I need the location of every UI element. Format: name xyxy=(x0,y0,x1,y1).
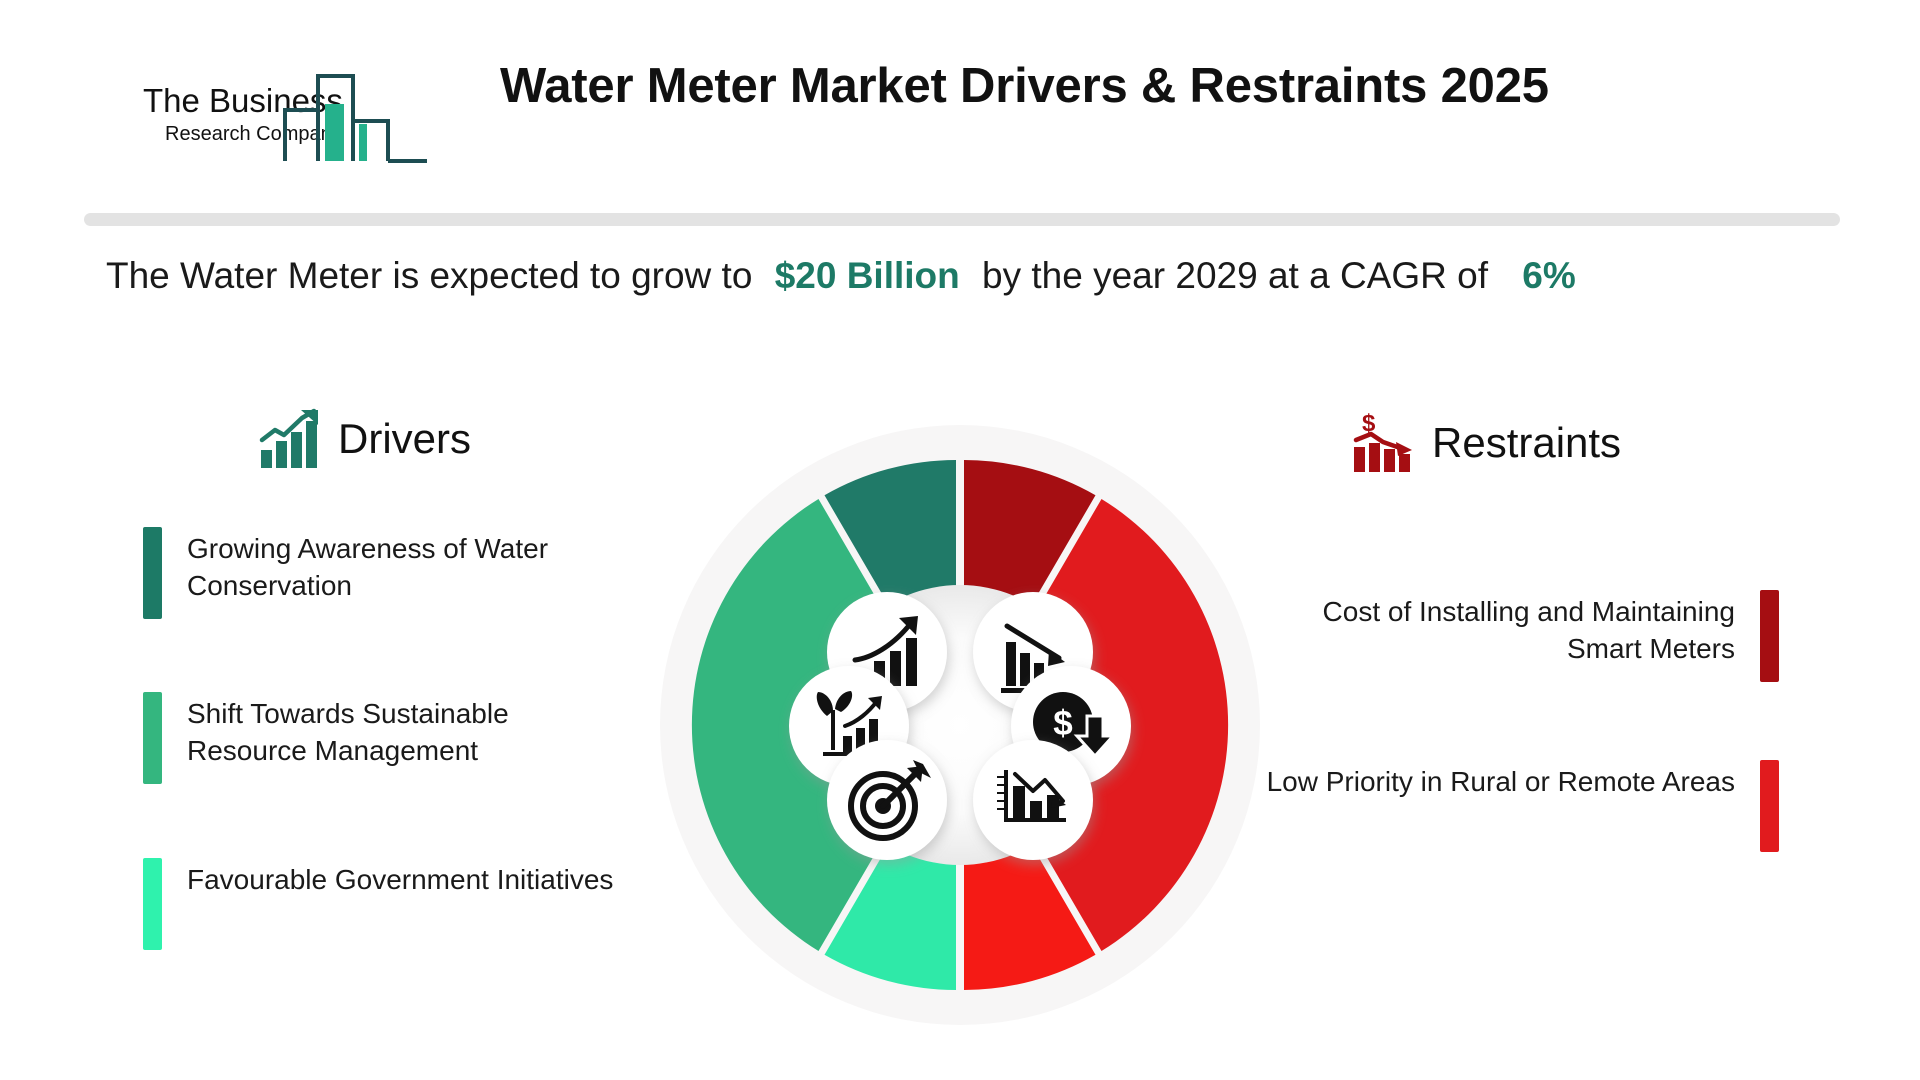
market-value: $20 Billion xyxy=(774,255,960,296)
driver-item: Growing Awareness of Water Conservation xyxy=(143,527,617,619)
driver-accent-bar xyxy=(143,858,162,950)
subtitle: The Water Meter is expected to grow to $… xyxy=(106,255,1576,297)
page-title: Water Meter Market Drivers & Restraints … xyxy=(500,59,1549,113)
restraint-segment-bottom xyxy=(964,844,1096,990)
restraint-accent-bar xyxy=(1760,760,1779,852)
driver-label: Growing Awareness of Water Conservation xyxy=(187,533,549,601)
dollar-down-arrow-icon: $ xyxy=(1033,692,1117,759)
badge-declining-line-chart xyxy=(973,740,1093,860)
target-arrow-icon xyxy=(848,760,931,841)
restraint-item: Low Priority in Rural or Remote Areas xyxy=(1255,760,1779,852)
subtitle-part1: The Water Meter is expected to grow to xyxy=(106,255,753,296)
drivers-heading: Drivers xyxy=(258,408,471,470)
growth-chart-icon xyxy=(258,408,324,470)
header-divider xyxy=(84,213,1840,226)
driver-segment-top xyxy=(824,460,956,606)
cagr-value: 6% xyxy=(1522,255,1576,296)
driver-accent-bar xyxy=(143,692,162,784)
drivers-heading-label: Drivers xyxy=(338,415,471,462)
driver-label: Shift Towards Sustainable Resource Manag… xyxy=(187,698,509,766)
restraints-heading-label: Restraints xyxy=(1432,419,1622,466)
subtitle-part2: by the year 2029 at a CAGR of xyxy=(982,255,1488,296)
company-logo: The Business Research Company xyxy=(135,58,465,166)
header: The Business Research Company Water Mete… xyxy=(0,0,1920,226)
driver-segment-middle xyxy=(691,499,883,951)
restraint-accent-bar xyxy=(1760,590,1779,682)
driver-item: Favourable Government Initiatives xyxy=(143,858,617,950)
svg-text:The Business: The Business xyxy=(143,82,343,119)
restraint-label: Low Priority in Rural or Remote Areas xyxy=(1266,766,1735,797)
driver-segment-bottom xyxy=(824,844,956,990)
svg-text:Research Company: Research Company xyxy=(165,123,342,145)
driver-item: Shift Towards Sustainable Resource Manag… xyxy=(143,692,617,784)
restraint-segment-middle xyxy=(1037,499,1229,951)
restraint-label: Cost of Installing and Maintaining Smart… xyxy=(1322,596,1735,664)
restraint-item: Cost of Installing and Maintaining Smart… xyxy=(1255,590,1779,682)
driver-accent-bar xyxy=(143,527,162,619)
svg-text:$: $ xyxy=(1053,704,1072,743)
declining-line-chart-icon xyxy=(997,770,1066,822)
declining-chart-dollar-icon: $ xyxy=(1352,412,1418,474)
restraint-segment-top xyxy=(964,460,1096,606)
restraints-heading: $ Restraints xyxy=(1352,412,1621,474)
driver-label: Favourable Government Initiatives xyxy=(187,864,614,895)
drivers-restraints-wheel: $ xyxy=(655,420,1265,1030)
svg-text:$: $ xyxy=(1362,412,1376,437)
